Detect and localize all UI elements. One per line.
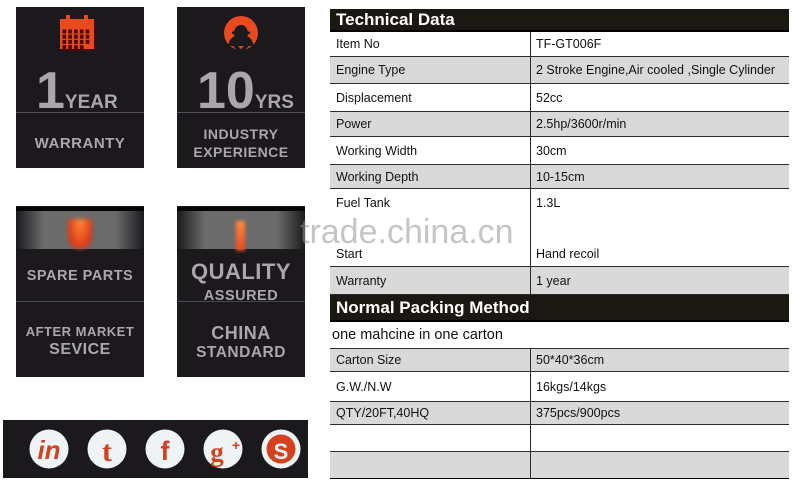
svg-text:g: g: [210, 437, 224, 467]
svg-text:f: f: [161, 436, 171, 466]
svg-text:t: t: [102, 435, 112, 468]
svg-text:S: S: [274, 439, 289, 464]
svg-text:in: in: [37, 435, 60, 465]
svg-text:+: +: [232, 437, 240, 453]
